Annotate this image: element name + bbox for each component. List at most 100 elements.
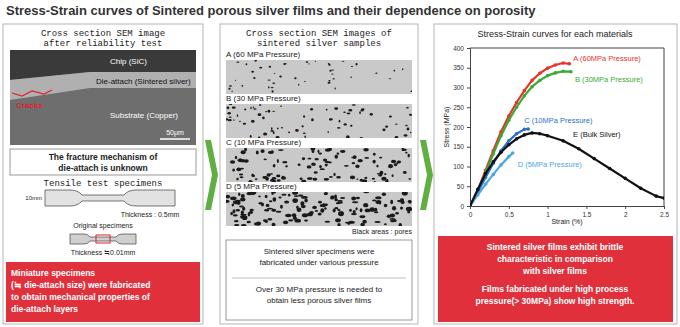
pore xyxy=(353,210,356,213)
image-label: Cracks xyxy=(16,101,43,110)
title: Stress-Strain curves of Sintered porous … xyxy=(6,3,536,18)
pore xyxy=(247,221,251,223)
pore xyxy=(273,197,277,201)
pore xyxy=(315,158,319,160)
series-marker xyxy=(507,139,511,143)
pore xyxy=(271,192,274,195)
pore xyxy=(364,177,367,179)
pore xyxy=(270,130,274,132)
tick-label: 300 xyxy=(453,84,464,91)
pore xyxy=(292,198,298,203)
pore xyxy=(384,173,387,175)
pore xyxy=(304,81,306,83)
pore xyxy=(251,192,256,195)
pore xyxy=(328,82,331,84)
pore xyxy=(328,80,330,82)
pore xyxy=(356,197,360,199)
note: Sintered silver specimens were xyxy=(264,247,375,256)
pore xyxy=(250,107,251,110)
divider xyxy=(232,278,406,279)
pore xyxy=(347,113,351,115)
pore xyxy=(230,196,237,200)
pore xyxy=(263,132,267,135)
series-label: B (30MPa Pressure) xyxy=(575,75,643,84)
conclusion: Films fabricated under high process xyxy=(482,284,629,294)
pore xyxy=(402,192,408,196)
pore xyxy=(393,219,397,222)
pore xyxy=(325,221,331,223)
image-label: 50μm xyxy=(166,129,184,137)
tick-label: 350 xyxy=(453,64,464,71)
pore xyxy=(397,161,401,164)
pore xyxy=(359,111,361,114)
series-marker xyxy=(546,134,550,138)
pore xyxy=(382,128,385,131)
pore xyxy=(227,112,230,114)
pore xyxy=(327,148,332,151)
plot-area xyxy=(470,61,664,206)
pore xyxy=(273,131,275,134)
pore xyxy=(352,162,356,164)
pore xyxy=(350,125,352,127)
pore xyxy=(283,63,285,65)
series-marker xyxy=(530,79,534,83)
panel-heading: Cross section SEM images of xyxy=(246,29,392,39)
pore xyxy=(329,119,332,121)
arrow xyxy=(420,140,433,210)
pore xyxy=(369,207,374,212)
pore xyxy=(379,157,382,159)
pore xyxy=(307,165,312,168)
pore xyxy=(314,171,318,174)
series-label: A (60MPa Pressure) xyxy=(573,54,641,63)
sample-background xyxy=(226,104,412,138)
pore xyxy=(399,223,402,226)
pore xyxy=(226,107,229,110)
pore xyxy=(340,197,345,199)
pore xyxy=(284,200,289,203)
image-label: Substrate (Copper) xyxy=(110,111,178,120)
series-marker xyxy=(561,70,565,74)
pore xyxy=(269,200,272,202)
series-marker xyxy=(511,151,515,155)
substrate xyxy=(10,50,196,145)
pore xyxy=(253,107,255,108)
pore xyxy=(284,63,287,64)
pore xyxy=(330,196,334,199)
pore xyxy=(301,205,306,208)
pore xyxy=(271,87,274,88)
tick: 1 xyxy=(546,206,550,218)
pore xyxy=(233,119,235,120)
panel-frame xyxy=(434,24,677,324)
pore xyxy=(329,118,333,120)
pore xyxy=(240,198,245,202)
pore xyxy=(338,211,344,216)
pore xyxy=(385,180,388,182)
pore xyxy=(241,159,245,163)
pore xyxy=(355,164,359,168)
frame xyxy=(664,48,665,206)
pore xyxy=(302,157,305,160)
tick-mark xyxy=(467,48,470,49)
panel-frame xyxy=(3,24,203,324)
sample-background xyxy=(226,192,412,226)
conclusion: Sintered silver films exhibit brittle xyxy=(487,242,624,252)
pore xyxy=(351,213,357,215)
pore xyxy=(265,195,268,198)
series-marker xyxy=(554,63,558,67)
pore xyxy=(272,223,276,226)
pore xyxy=(324,204,328,207)
pore xyxy=(253,77,255,79)
pore xyxy=(364,157,369,159)
pore xyxy=(259,202,263,204)
pore xyxy=(320,208,324,213)
pore xyxy=(278,149,284,151)
pore xyxy=(307,177,313,180)
pore xyxy=(304,135,306,138)
pore xyxy=(353,155,357,159)
pore xyxy=(332,78,335,79)
series-marker xyxy=(554,71,558,75)
sem-sample xyxy=(226,104,412,138)
tick-mark xyxy=(509,206,510,209)
pore xyxy=(350,176,355,180)
pore xyxy=(265,111,267,112)
